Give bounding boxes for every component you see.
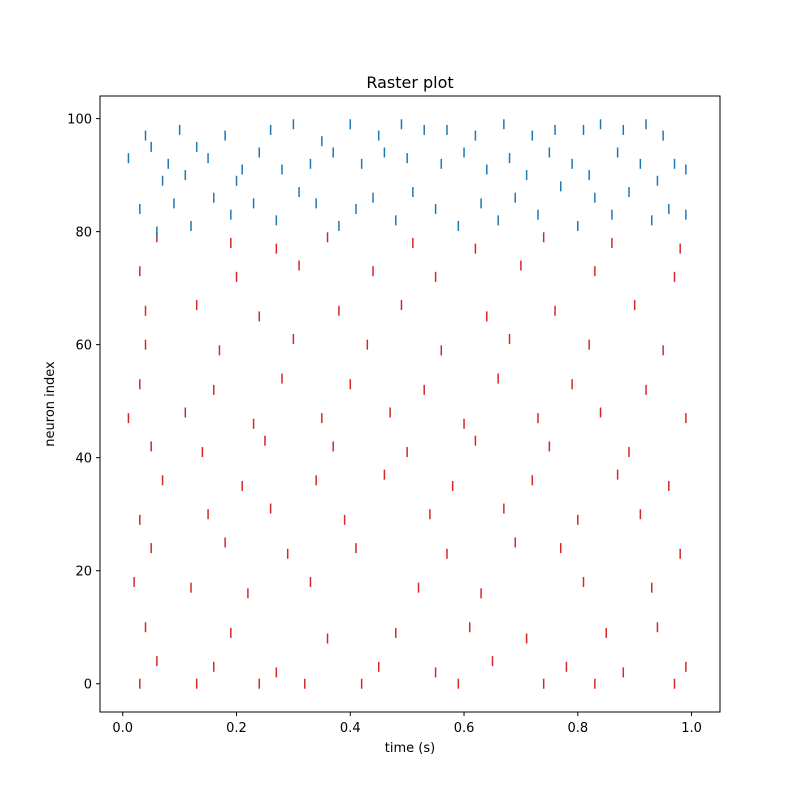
y-tick-label: 100 [67, 113, 92, 128]
chart-title: Raster plot [366, 73, 453, 92]
x-tick-label: 0.4 [340, 721, 361, 736]
x-axis: 0.0 0.2 0.4 0.6 0.8 1.0 [112, 712, 702, 736]
spike-marks [127, 119, 687, 689]
x-tick-label: 1.0 [681, 721, 702, 736]
y-tick-label: 80 [75, 226, 92, 241]
plot-frame [99, 95, 721, 713]
y-tick-label: 20 [75, 565, 92, 580]
y-axis: 0 20 40 60 80 100 [67, 113, 100, 693]
x-tick-label: 0.8 [567, 721, 588, 736]
x-axis-label: time (s) [385, 741, 435, 756]
y-tick-label: 40 [75, 452, 92, 467]
x-tick-label: 0.2 [226, 721, 247, 736]
x-tick-label: 0.6 [454, 721, 475, 736]
y-tick-label: 0 [84, 678, 92, 693]
x-tick-label: 0.0 [112, 721, 133, 736]
y-axis-label: neuron index [43, 361, 58, 447]
y-tick-label: 60 [75, 339, 92, 354]
